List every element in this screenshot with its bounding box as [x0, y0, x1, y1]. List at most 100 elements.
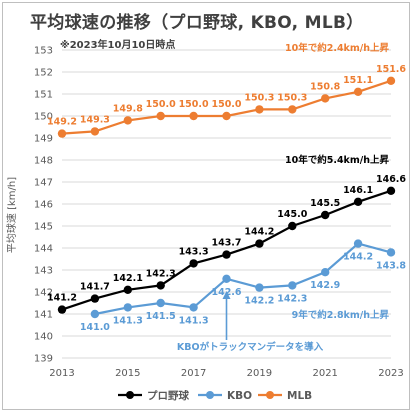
data-point	[90, 309, 100, 319]
data-label: 142.1	[113, 273, 143, 284]
x-tick-label: 2023	[378, 368, 403, 379]
data-label: 143.8	[376, 260, 406, 271]
data-point	[386, 186, 396, 195]
legend-label: MLB	[287, 390, 312, 402]
chart-subtitle: ※2023年10月10日時点	[60, 40, 176, 51]
data-point	[90, 294, 100, 303]
data-point	[321, 268, 330, 277]
data-label: 141.3	[113, 315, 143, 326]
x-tick-label: 2017	[181, 368, 206, 379]
y-tick-label: 153	[34, 46, 53, 57]
data-point	[189, 111, 198, 121]
data-label: 151.1	[343, 75, 373, 86]
data-label: 141.3	[179, 315, 209, 326]
data-label: 143.3	[179, 246, 209, 257]
y-tick-label: 144	[34, 244, 53, 255]
data-point	[255, 239, 264, 248]
data-point	[156, 298, 165, 308]
y-tick-label: 139	[34, 354, 53, 365]
data-label: 142.3	[277, 293, 307, 304]
legend-swatch-marker	[266, 391, 274, 399]
data-point	[123, 116, 132, 125]
data-point	[222, 111, 231, 121]
legend-swatch-marker	[206, 391, 214, 399]
data-point	[156, 281, 165, 290]
y-tick-label: 147	[34, 178, 53, 189]
data-point	[288, 221, 297, 231]
series-line-KBO	[94, 242, 392, 316]
annotation-kbo: 9年で約2.8km/h上昇	[292, 309, 390, 321]
y-tick-label: 149	[34, 134, 53, 145]
x-tick-labels: 2013 2015 2017 2019 2021 2023	[49, 368, 403, 379]
annotation-trackman: KBOがトラックマンデータを導入	[177, 341, 324, 353]
data-label: 150.3	[277, 92, 307, 103]
data-label: 146.1	[343, 185, 373, 196]
y-tick-labels: 139 140 141 142 143 144 145 146 147 148 149 150 151 1…	[34, 46, 53, 365]
x-tick-label: 2021	[312, 368, 337, 379]
y-tick-label: 140	[34, 332, 53, 343]
data-point	[156, 111, 165, 121]
data-label: 150.8	[310, 81, 340, 92]
y-tick-label: 146	[34, 200, 53, 211]
data-point	[255, 283, 264, 292]
data-point	[189, 303, 198, 312]
data-label: 150.0	[179, 99, 209, 110]
data-label: 144.2	[244, 227, 274, 238]
y-tick-label: 152	[34, 68, 53, 79]
data-point	[57, 305, 67, 314]
data-point	[321, 94, 330, 103]
data-point	[288, 105, 297, 114]
annotations: 10年で約2.4km/h上昇 10年で約5.4km/h上昇 9年で約2.8km/h上…	[177, 42, 390, 353]
data-label: 141.5	[146, 311, 176, 322]
data-point	[255, 105, 264, 114]
annotation-arrow-head	[222, 291, 231, 299]
annotation-mlb: 10年で約2.4km/h上昇	[285, 42, 389, 54]
y-tick-label: 143	[34, 266, 53, 277]
data-point	[222, 250, 231, 259]
data-label: 150.3	[244, 92, 274, 103]
chart-frame	[2, 2, 410, 410]
data-label: 145.5	[310, 198, 340, 209]
y-tick-label: 151	[34, 90, 53, 101]
gridlines	[62, 49, 391, 359]
data-label: 149.8	[113, 103, 143, 114]
data-label: 141.2	[47, 293, 77, 304]
data-label: 150.0	[211, 99, 241, 110]
data-label: 142.3	[146, 268, 176, 279]
data-label: 146.6	[376, 174, 406, 185]
y-tick-label: 141	[34, 310, 53, 321]
data-point	[353, 239, 363, 248]
data-label: 149.3	[80, 114, 110, 125]
x-tick-label: 2015	[115, 368, 140, 379]
y-axis-label: 平均球速 [km/h]	[5, 177, 18, 253]
x-tick-label: 2019	[247, 368, 272, 379]
data-label: 142.9	[310, 280, 340, 291]
legend-label: KBO	[227, 390, 252, 402]
data-label: 149.2	[47, 117, 77, 128]
legend-swatch-marker	[126, 391, 134, 399]
annotation-npb: 10年で約5.4km/h上昇	[285, 154, 389, 166]
data-label: 151.6	[376, 64, 406, 75]
data-label: 142.2	[244, 296, 274, 307]
data-point	[189, 259, 198, 268]
x-tick-label: 2013	[49, 368, 74, 379]
data-point	[123, 303, 132, 312]
data-point	[386, 76, 396, 86]
data-point	[222, 274, 231, 283]
chart-title: 平均球速の推移（プロ野球, KBO, MLB）	[30, 13, 364, 33]
data-label: 141.0	[80, 322, 110, 333]
data-point	[386, 248, 396, 257]
data-point	[288, 281, 297, 290]
data-point	[123, 285, 132, 294]
data-label: 143.7	[211, 238, 241, 249]
y-tick-label: 145	[34, 222, 53, 233]
data-point	[353, 87, 363, 97]
legend: プロ野球 KBO MLB	[118, 389, 312, 402]
data-label: 150.0	[146, 99, 176, 110]
legend-label: プロ野球	[147, 389, 189, 402]
y-tick-label: 142	[34, 288, 53, 299]
y-tick-label: 148	[34, 156, 53, 167]
data-point	[90, 127, 100, 136]
